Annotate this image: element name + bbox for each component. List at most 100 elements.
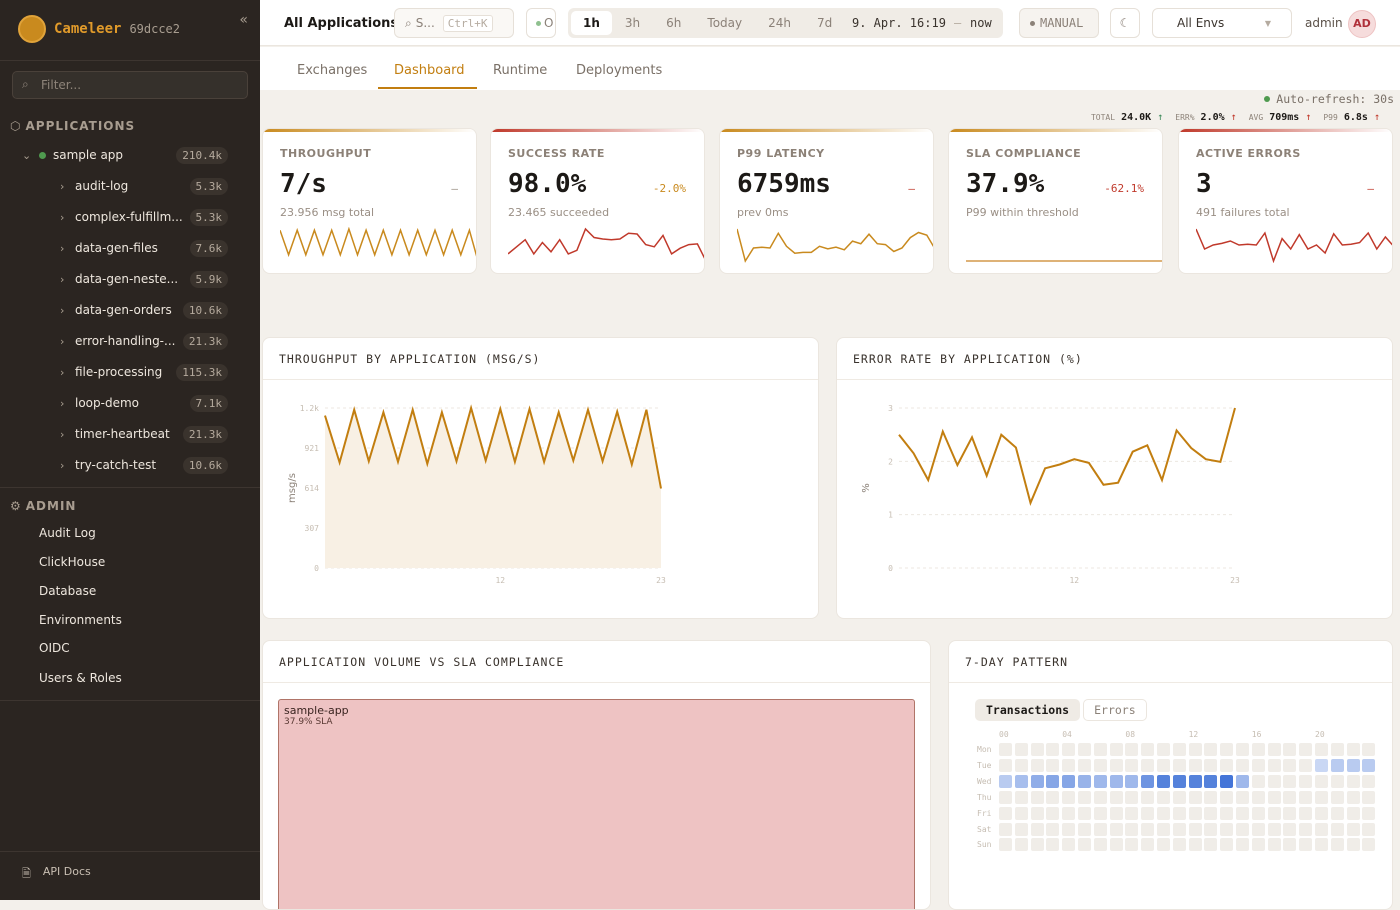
api-docs-link[interactable]: 🗎 API Docs [22,865,91,884]
heatmap-cell[interactable] [1014,806,1028,820]
heatmap-cell[interactable] [1220,758,1234,772]
heatmap-cell[interactable] [1204,838,1218,852]
heatmap-cell[interactable] [1062,758,1076,772]
heatmap-cell[interactable] [1283,806,1297,820]
heatmap-cell[interactable] [1014,758,1028,772]
heatmap-cell[interactable] [1299,743,1313,756]
heatmap-cell[interactable] [1220,806,1234,820]
heatmap-cell[interactable] [999,806,1012,820]
heatmap-cell[interactable] [1093,758,1107,772]
heatmap-cell[interactable] [1188,806,1202,820]
heatmap-cell[interactable] [1299,758,1313,772]
heatmap-cell[interactable] [1362,743,1376,756]
heatmap-cell[interactable] [1188,838,1202,852]
heatmap-cell[interactable] [1204,822,1218,836]
heatmap-cell[interactable] [1062,806,1076,820]
heatmap-cell[interactable] [1109,822,1123,836]
heatmap-cell[interactable] [1251,790,1265,804]
heatmap-cell[interactable] [1315,790,1328,804]
heatmap-cell[interactable] [1315,838,1328,852]
heatmap-cell[interactable] [1172,806,1186,820]
heatmap-cell[interactable] [1157,806,1170,820]
heatmap-cell[interactable] [999,774,1012,788]
heatmap-cell[interactable] [1362,838,1376,852]
heatmap-cell[interactable] [1251,822,1265,836]
time-range-7d[interactable]: 7d [817,16,833,30]
admin-item[interactable]: Audit Log [39,526,96,540]
heatmap-cell[interactable] [1330,743,1344,756]
heatmap-cell[interactable] [999,790,1012,804]
app-item[interactable]: › timer-heartbeat 21.3k [0,421,260,447]
heatmap-cell[interactable] [1299,822,1313,836]
treemap-tile-sample-app[interactable]: sample-app 37.9% SLA [278,699,915,909]
app-item[interactable]: › file-processing 115.3k [0,359,260,385]
heatmap-cell[interactable] [1236,774,1249,788]
tab-exchanges[interactable]: Exchanges [297,63,368,78]
heatmap-cell[interactable] [999,743,1012,756]
heatmap-cell[interactable] [1299,790,1313,804]
heatmap-cell[interactable] [999,822,1012,836]
status-button[interactable]: O [526,8,556,38]
heatmap-cell[interactable] [1014,822,1028,836]
heatmap-cell[interactable] [1030,743,1044,756]
heatmap-cell[interactable] [1267,806,1281,820]
toggle-transactions[interactable]: Transactions [975,699,1081,721]
manual-refresh-button[interactable]: MANUAL [1019,8,1099,38]
heatmap-cell[interactable] [1014,774,1028,788]
search-button[interactable]: ⌕ S... Ctrl+K [394,8,514,38]
heatmap-cell[interactable] [1188,758,1202,772]
heatmap-cell[interactable] [1283,758,1297,772]
app-item[interactable]: › data-gen-neste... 5.9k [0,266,260,292]
heatmap-cell[interactable] [1141,822,1155,836]
heatmap-cell[interactable] [1125,774,1139,788]
brand[interactable]: Cameleer 69dcce2 [18,15,180,43]
heatmap-cell[interactable] [1078,806,1091,820]
heatmap-cell[interactable] [1330,838,1344,852]
heatmap-cell[interactable] [1030,806,1044,820]
range-from[interactable]: 9. Apr. 16:19 [852,16,946,30]
heatmap-cell[interactable] [1251,806,1265,820]
heatmap-cell[interactable] [1362,758,1376,772]
heatmap-cell[interactable] [1188,822,1202,836]
heatmap-cell[interactable] [1125,743,1139,756]
app-item[interactable]: › complex-fulfillm... 5.3k [0,204,260,230]
admin-item[interactable]: Users & Roles [39,671,122,685]
heatmap-cell[interactable] [1267,838,1281,852]
heatmap-cell[interactable] [1046,790,1060,804]
heatmap-cell[interactable] [1299,774,1313,788]
heatmap-cell[interactable] [1346,743,1360,756]
heatmap-cell[interactable] [1188,790,1202,804]
heatmap-cell[interactable] [1204,758,1218,772]
heatmap-cell[interactable] [1046,774,1060,788]
heatmap-cell[interactable] [1030,822,1044,836]
heatmap-cell[interactable] [1109,806,1123,820]
heatmap-cell[interactable] [1172,838,1186,852]
heatmap-cell[interactable] [1172,790,1186,804]
heatmap-cell[interactable] [1030,774,1044,788]
heatmap-cell[interactable] [1157,822,1170,836]
heatmap-cell[interactable] [1078,822,1091,836]
tab-runtime[interactable]: Runtime [493,63,548,78]
collapse-sidebar-icon[interactable]: « [239,12,248,28]
heatmap-cell[interactable] [1362,822,1376,836]
admin-item[interactable]: Environments [39,613,122,627]
heatmap-cell[interactable] [1030,790,1044,804]
app-item[interactable]: › data-gen-orders 10.6k [0,297,260,323]
heatmap-cell[interactable] [1062,774,1076,788]
admin-item[interactable]: ClickHouse [39,555,106,569]
theme-toggle[interactable]: ☾ [1110,8,1140,38]
heatmap-cell[interactable] [1141,743,1155,756]
heatmap-cell[interactable] [1251,838,1265,852]
heatmap-cell[interactable] [1267,743,1281,756]
heatmap-cell[interactable] [1362,806,1376,820]
heatmap-cell[interactable] [1125,806,1139,820]
heatmap-cell[interactable] [1014,743,1028,756]
heatmap-cell[interactable] [1236,822,1249,836]
heatmap-cell[interactable] [1141,774,1155,788]
heatmap-cell[interactable] [1125,790,1139,804]
heatmap-cell[interactable] [1299,806,1313,820]
avatar[interactable]: AD [1348,10,1376,38]
time-range-24h[interactable]: 24h [768,16,791,30]
heatmap-cell[interactable] [1346,822,1360,836]
heatmap-cell[interactable] [1362,774,1376,788]
